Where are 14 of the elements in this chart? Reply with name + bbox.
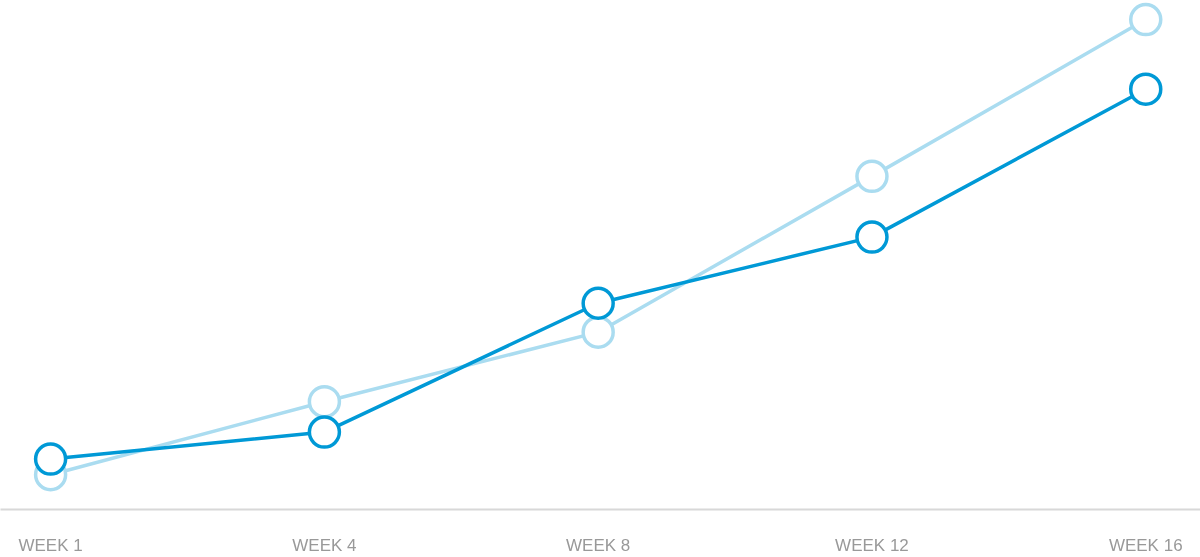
x-tick-label: WEEK 12 [835, 535, 909, 555]
point [307, 385, 342, 419]
point [581, 286, 615, 320]
point [855, 220, 889, 254]
point [581, 315, 615, 349]
x-tick-label: WEEK 16 [1108, 535, 1183, 555]
point [1128, 72, 1163, 106]
x-tick-label: WEEK 1 [18, 535, 83, 555]
point [855, 159, 889, 194]
point [33, 442, 68, 476]
x-tick-label: WEEK 4 [292, 535, 357, 555]
point [1128, 2, 1163, 37]
point [307, 415, 342, 449]
x-tick-label: WEEK 8 [566, 535, 631, 555]
